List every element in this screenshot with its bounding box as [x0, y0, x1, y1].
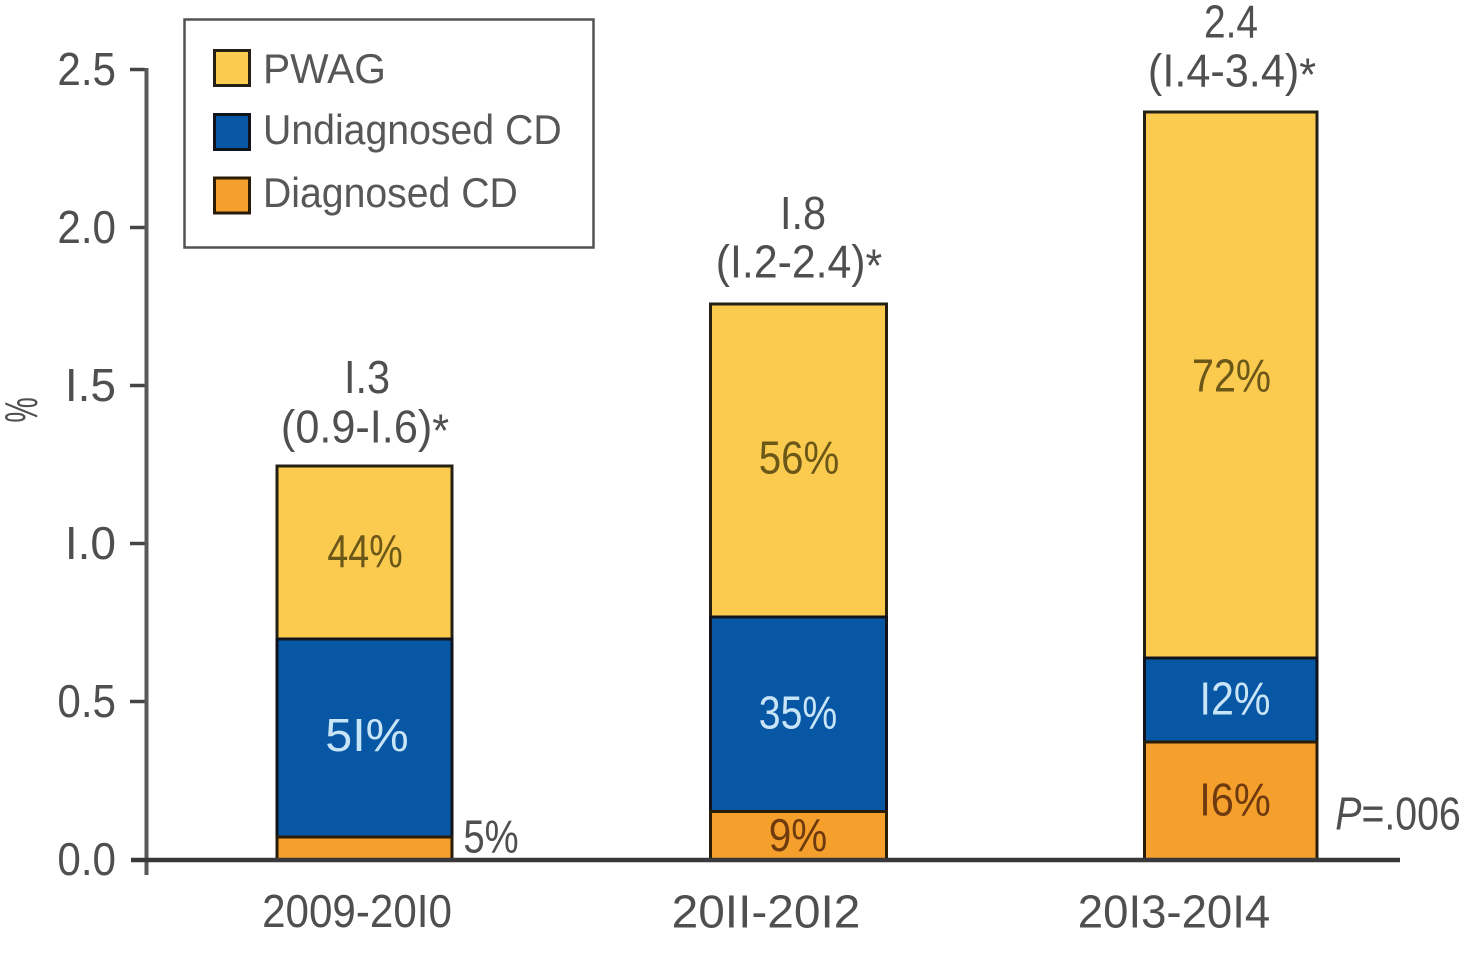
svg-text:(0.9-I.6)*: (0.9-I.6)* [281, 402, 449, 456]
svg-text:%: % [0, 397, 48, 422]
svg-text:(I.2-2.4)*: (I.2-2.4)* [716, 237, 882, 292]
svg-text:56%: 56% [759, 433, 840, 484]
svg-text:72%: 72% [1192, 350, 1271, 402]
svg-text:44%: 44% [327, 525, 402, 576]
svg-text:(I.4-3.4)*: (I.4-3.4)* [1148, 46, 1316, 100]
svg-text:20I3-20I4: 20I3-20I4 [1078, 886, 1270, 937]
svg-text:20II-20I2: 20II-20I2 [672, 886, 861, 937]
svg-text:I.0: I.0 [65, 517, 116, 569]
svg-text:2.5: 2.5 [57, 44, 116, 95]
svg-text:35%: 35% [759, 687, 837, 739]
svg-text:2.0: 2.0 [57, 202, 116, 253]
svg-text:I.8: I.8 [780, 188, 826, 240]
svg-text:9%: 9% [769, 810, 827, 861]
svg-text:2.4: 2.4 [1204, 0, 1258, 48]
svg-text:PWAG: PWAG [263, 45, 386, 92]
svg-text:I.5: I.5 [65, 359, 116, 411]
svg-text:5%: 5% [463, 811, 518, 862]
svg-text:2009-20I0: 2009-20I0 [262, 886, 452, 937]
svg-text:0.5: 0.5 [57, 676, 116, 727]
svg-text:5I%: 5I% [325, 710, 408, 762]
svg-text:Diagnosed CD: Diagnosed CD [263, 169, 518, 217]
svg-text:I6%: I6% [1199, 774, 1271, 825]
svg-text:I2%: I2% [1200, 673, 1271, 725]
svg-text:0.0: 0.0 [57, 834, 116, 885]
svg-text:I.3: I.3 [344, 352, 390, 404]
svg-text:Undiagnosed CD: Undiagnosed CD [263, 106, 562, 154]
svg-text:P=.006: P=.006 [1335, 788, 1460, 840]
